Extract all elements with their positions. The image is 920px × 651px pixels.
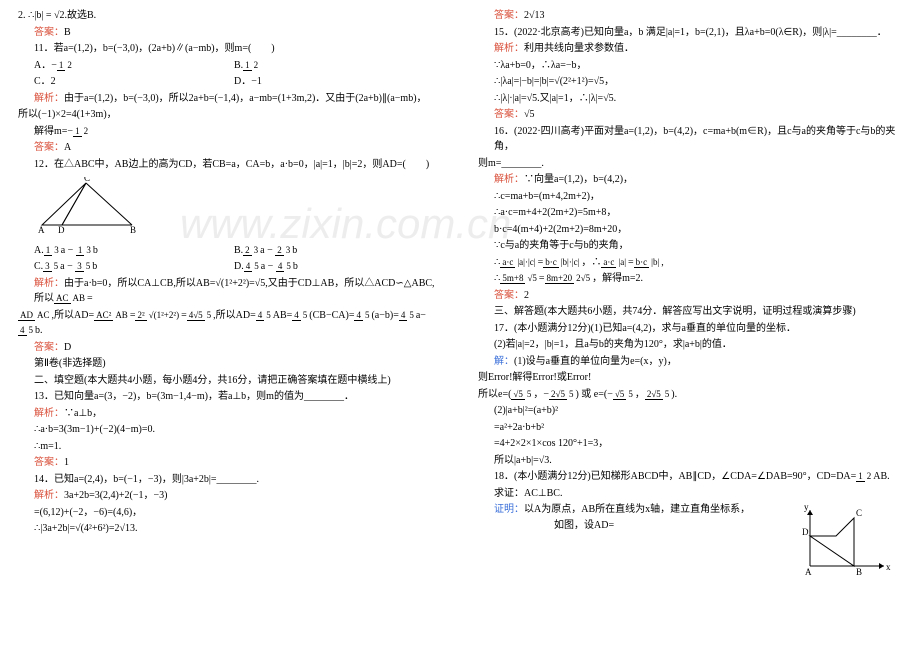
sol17-5: =a²+2a·b+b² bbox=[478, 420, 902, 436]
exp14-2: =(6,12)+(−2，−6)=(4,6)， bbox=[18, 505, 442, 521]
exp15: 解析：利用共线向量求参数值． bbox=[478, 41, 902, 57]
answer-14: 答案：2√13 bbox=[478, 8, 902, 24]
svg-text:A: A bbox=[38, 225, 45, 235]
exp15-3: ∴|λa|=|−b|=|b|=√(2²+1²)=√5， bbox=[478, 74, 902, 90]
exp16-4: b·c=4(m+4)+2(2m+2)=8m+20， bbox=[478, 222, 902, 238]
exp16-5: ∵c与a的夹角等于c与b的夹角， bbox=[478, 238, 902, 254]
answer-12: 答案：D bbox=[18, 340, 442, 356]
exp12-1: 解析：由于a·b=0，所以CA⊥CB,所以AB=√(1²+2²)=√5,又由于C… bbox=[18, 276, 442, 307]
exp13-2: ∴a·b=3(3m−1)+(−2)(4−m)=0. bbox=[18, 422, 442, 438]
exp13: 解析：∵a⊥b， bbox=[18, 406, 442, 422]
triangle-icon: A B C D bbox=[32, 177, 142, 235]
answer-16: 答案：2 bbox=[478, 288, 902, 304]
q12-opts-cd: C.35a − 35b D.45a − 45b bbox=[18, 259, 442, 275]
svg-text:y: y bbox=[804, 504, 809, 512]
exp14: 解析：3a+2b=3(2,4)+2(−1，−3) bbox=[18, 488, 442, 504]
exp13-3: ∴m=1. bbox=[18, 439, 442, 455]
sol17: 解：(1)设与a垂直的单位向量为e=(x，y)， bbox=[478, 354, 902, 370]
columns: 2. ∴|b| = √2.故选B. 答案：B 11．若a=(1,2)，b=(−3… bbox=[0, 0, 920, 587]
svg-text:A: A bbox=[805, 567, 812, 577]
q13: 13．已知向量a=(3，−2)，b=(3m−1,4−m)，若a⊥b，则m的值为_… bbox=[18, 389, 442, 405]
q18: 18．(本小题满分12分)已知梯形ABCD中，AB∥CD，∠CDA=∠DAB=9… bbox=[478, 469, 902, 485]
q16b: 则m=________. bbox=[478, 156, 902, 172]
answer-b: 答案：B bbox=[18, 25, 442, 41]
answer-13: 答案：1 bbox=[18, 455, 442, 471]
exp12-2: ADAC,所以AD=AC²AB=2²√(1²+2²)=4√55,所以AD=45A… bbox=[18, 308, 442, 339]
q17-1: 17．(本小题满分12分)(1)已知a=(4,2)，求与a垂直的单位向量的坐标． bbox=[478, 321, 902, 337]
svg-text:B: B bbox=[856, 567, 862, 577]
axis-icon: A B C D x y bbox=[802, 504, 892, 579]
q12: 12．在△ABC中，AB边上的高为CD，若CB=a，CA=b，a·b=0，|a|… bbox=[18, 157, 442, 173]
exp11-3: 解得m=−12 bbox=[18, 124, 442, 140]
q11-opts-cd: C．2 D．−1 bbox=[18, 74, 442, 90]
exp16-3: ∴a·c=m+4+2(2m+2)=5m+8， bbox=[478, 205, 902, 221]
section2: 第Ⅱ卷(非选择题) bbox=[18, 356, 442, 372]
q11-opts-ab: A．−12 B.12 bbox=[18, 58, 442, 74]
exp16-7: ∴5m+8√5=8m+202√5，解得m=2. bbox=[478, 271, 902, 287]
q16a: 16．(2022·四川高考)平面对量a=(1,2)，b=(4,2)，c=ma+b… bbox=[478, 124, 902, 155]
sol17-3: 所以e=(√55，−2√55) 或 e=(−√55，2√55). bbox=[478, 387, 902, 403]
q14: 14．已知a=(2,4)，b=(−1，−3)，则|3a+2b|=________… bbox=[18, 472, 442, 488]
sol17-7: 所以|a+b|=√3. bbox=[478, 453, 902, 469]
exp11: 解析：由于a=(1,2)，b=(−3,0)，所以2a+b=(−1,4)，a−mb… bbox=[18, 91, 442, 107]
q15: 15．(2022·北京高考)已知向量a，b 满足|a|=1，b=(2,1)，且λ… bbox=[478, 25, 902, 41]
svg-text:D: D bbox=[802, 527, 809, 537]
exp14-3: ∴|3a+2b|=√(4²+6²)=2√13. bbox=[18, 521, 442, 537]
exp15-4: ∴|λ|·|a|=√5.又|a|=1，∴|λ|=√5. bbox=[478, 91, 902, 107]
line-pre: 2. ∴|b| = √2.故选B. bbox=[18, 8, 442, 24]
exp16-6: ∴a·c|a|·|c|=b·c|b|·|c|，∴a·c|a|=b·c|b|, bbox=[478, 255, 902, 271]
sol17-6: =4+2×2×1×cos 120°+1=3， bbox=[478, 436, 902, 452]
exp16: 解析：∵向量a=(1,2)，b=(4,2)， bbox=[478, 172, 902, 188]
svg-text:C: C bbox=[856, 508, 862, 518]
exp15-2: ∵λa+b=0，∴λa=−b， bbox=[478, 58, 902, 74]
svg-text:B: B bbox=[130, 225, 136, 235]
svg-text:D: D bbox=[58, 225, 65, 235]
q11: 11．若a=(1,2)，b=(−3,0)，(2a+b)∥(a−mb)，则m=( … bbox=[18, 41, 442, 57]
left-column: 2. ∴|b| = √2.故选B. 答案：B 11．若a=(1,2)，b=(−3… bbox=[0, 0, 460, 587]
fill-intro: 二、填空题(本大题共4小题，每小题4分，共16分，请把正确答案填在题中横线上) bbox=[18, 373, 442, 389]
solve-intro: 三、解答题(本大题共6小题，共74分．解答应写出文字说明，证明过程或演算步骤) bbox=[478, 304, 902, 320]
answer-11: 答案：A bbox=[18, 140, 442, 156]
svg-text:C: C bbox=[84, 177, 90, 183]
exp11-2: 所以(−1)×2=4(1+3m)， bbox=[18, 107, 442, 123]
q17-2: (2)若|a|=2，|b|=1，且a与b的夹角为120°，求|a+b|的值． bbox=[478, 337, 902, 353]
sol17-4: (2)|a+b|²=(a+b)² bbox=[478, 403, 902, 419]
q18-2: 求证：AC⊥BC. bbox=[478, 486, 902, 502]
exp16-2: ∴c=ma+b=(m+4,2m+2)， bbox=[478, 189, 902, 205]
answer-15: 答案：√5 bbox=[478, 107, 902, 123]
q12-opts-ab: A.13a − 13b B.23a − 23b bbox=[18, 243, 442, 259]
sol17-2: 则Error!解得Error!或Error! bbox=[478, 370, 902, 386]
right-column: 答案：2√13 15．(2022·北京高考)已知向量a，b 满足|a|=1，b=… bbox=[460, 0, 920, 587]
svg-text:x: x bbox=[886, 562, 891, 572]
